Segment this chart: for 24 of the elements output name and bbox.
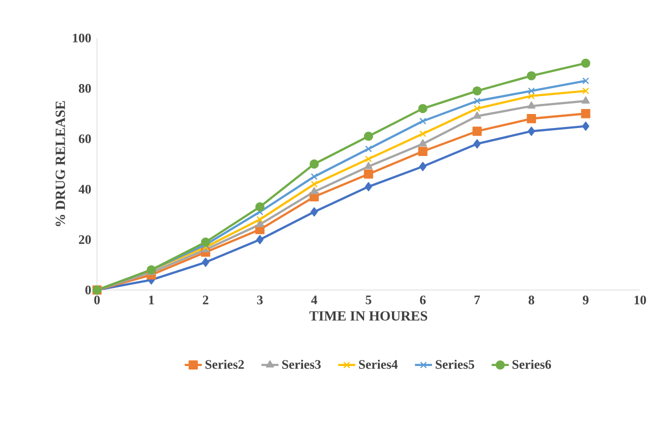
x-axis-title: TIME IN HOURES <box>309 311 428 321</box>
legend-label: Series3 <box>282 360 321 369</box>
x-tick-label: 6 <box>420 296 426 304</box>
y-tick-label: 40 <box>78 184 91 194</box>
legend-label: Series6 <box>512 360 552 369</box>
y-tick-label: 60 <box>78 134 91 144</box>
y-tick-label: 80 <box>78 84 91 93</box>
x-tick-label: 3 <box>257 296 263 304</box>
x-tick-label: 9 <box>582 296 588 304</box>
x-tick-label: 0 <box>94 296 100 304</box>
y-tick-label: 0 <box>85 286 91 294</box>
legend-label: Series4 <box>359 360 398 369</box>
x-tick-label: 8 <box>528 296 534 304</box>
x-tick-label: 7 <box>474 296 480 304</box>
x-tick-label: 2 <box>202 296 208 304</box>
legend-label: Series2 <box>206 360 244 369</box>
x-tick-label: 5 <box>366 296 372 304</box>
y-axis-title: % DRUG RELEASE <box>56 101 66 226</box>
y-tick-label: 20 <box>78 235 91 244</box>
x-tick-label: 10 <box>634 296 646 304</box>
y-tick-label: 100 <box>72 34 91 42</box>
x-tick-label: 1 <box>149 296 154 304</box>
legend-label: Series5 <box>436 360 474 369</box>
x-tick-label: 4 <box>311 296 318 304</box>
